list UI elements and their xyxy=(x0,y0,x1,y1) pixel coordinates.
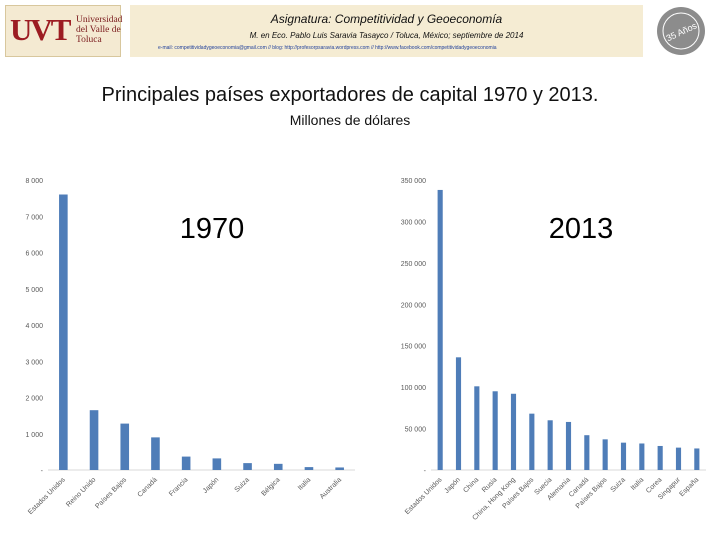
y-tick-label: 4 000 xyxy=(25,323,43,330)
y-tick-label: 6 000 xyxy=(25,251,43,258)
x-tick-label: España xyxy=(679,476,701,498)
bar xyxy=(694,448,700,470)
y-tick-label: 200 000 xyxy=(401,302,426,309)
x-tick-label: Estados Unidos xyxy=(404,476,444,516)
bar xyxy=(273,463,283,470)
x-tick-label: Francia xyxy=(168,476,190,498)
x-tick-label: Reino Unido xyxy=(65,476,97,508)
y-tick-label: 7 000 xyxy=(25,214,43,221)
x-tick-label: Bélgica xyxy=(260,476,281,497)
logo-mark: UVT xyxy=(10,12,71,47)
bar xyxy=(675,447,682,470)
bar xyxy=(657,445,663,470)
bar xyxy=(529,413,535,470)
bar xyxy=(547,420,553,470)
y-tick-label: 1 000 xyxy=(25,432,43,439)
bar xyxy=(492,391,498,470)
contact-line[interactable]: e-mail: competitividadygeoeconomia@gmail… xyxy=(158,45,497,51)
chart-title: 2013 xyxy=(549,213,614,245)
y-tick-label: 8 000 xyxy=(25,178,43,185)
x-tick-label: Estados Unidos xyxy=(27,476,67,516)
y-tick-label: 50 000 xyxy=(405,427,427,434)
bar xyxy=(151,437,160,470)
x-tick-label: Italia xyxy=(630,476,645,491)
page-title: Principales países exportadores de capit… xyxy=(101,84,599,106)
university-logo: UVT Universidad del Valle de Toluca xyxy=(5,5,123,57)
bar xyxy=(212,458,222,470)
chart-2013: - 50 000 100 000 150 000 200 000 250 000 300 0… xyxy=(401,178,706,522)
y-tick-label: - xyxy=(41,468,44,475)
y-tick-label: 100 000 xyxy=(401,385,426,392)
x-tick-label: Japón xyxy=(202,476,221,495)
course-banner: Asignatura: Competitividad y Geoeconomía… xyxy=(130,5,643,57)
bar xyxy=(474,386,480,470)
course-title: Asignatura: Competitividad y Geoeconomía xyxy=(270,12,503,26)
header: UVT Universidad del Valle de Toluca Asig… xyxy=(0,0,720,60)
bar xyxy=(602,439,608,470)
x-tick-label: Suiza xyxy=(610,476,627,493)
bar xyxy=(565,421,572,470)
y-tick-label: 300 000 xyxy=(401,219,426,226)
y-tick-label: 2 000 xyxy=(25,396,43,403)
course-subtitle: M. en Eco. Pablo Luis Saravia Tasayco / … xyxy=(249,31,524,40)
bar xyxy=(304,467,314,470)
bar xyxy=(510,393,517,470)
y-tick-label: 3 000 xyxy=(25,359,43,366)
bar xyxy=(584,435,590,470)
page-subtitle: Millones de dólares xyxy=(289,112,411,128)
bar xyxy=(639,443,645,470)
x-tick-label: Australia xyxy=(319,476,343,500)
bar xyxy=(437,189,443,470)
bar xyxy=(243,463,252,470)
y-tick-label: 5 000 xyxy=(25,287,43,294)
bar xyxy=(120,423,130,470)
logo-text: Universidad del Valle de Toluca xyxy=(76,15,123,45)
y-tick-label: 350 000 xyxy=(401,178,426,185)
x-tick-label: Canadá xyxy=(137,476,159,498)
x-tick-label: Suiza xyxy=(234,476,251,493)
bar xyxy=(455,357,462,470)
x-tick-label: Italia xyxy=(297,476,312,491)
bar xyxy=(335,467,344,470)
x-tick-label: Países Bajos xyxy=(94,476,128,510)
bar xyxy=(620,442,627,470)
chart-1970: - 1 000 2 000 3 000 4 000 5 000 6 000 7 000 8 00… xyxy=(25,178,355,516)
anniversary-seal-icon: 35 Años xyxy=(657,7,705,55)
x-tick-label: Japón xyxy=(443,476,462,495)
bar xyxy=(181,456,191,470)
bar xyxy=(89,410,99,470)
y-tick-label: 150 000 xyxy=(401,344,426,351)
chart-title: 1970 xyxy=(180,213,245,245)
x-tick-label: China xyxy=(462,476,480,494)
y-tick-label: 250 000 xyxy=(401,261,426,268)
y-tick-label: - xyxy=(424,468,427,475)
bar xyxy=(59,194,68,470)
